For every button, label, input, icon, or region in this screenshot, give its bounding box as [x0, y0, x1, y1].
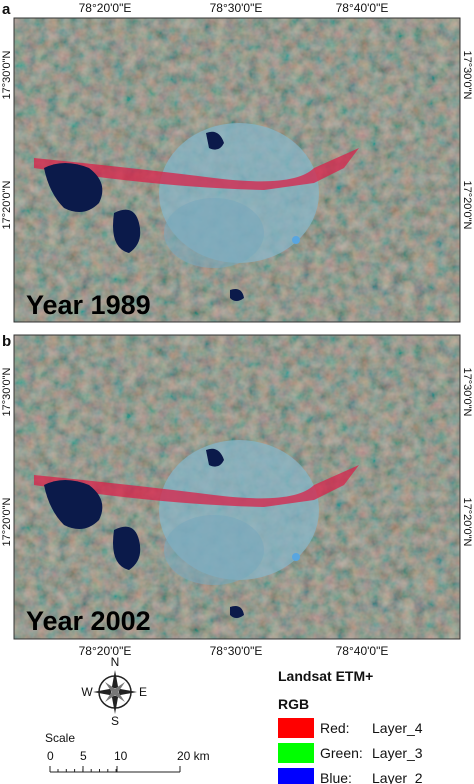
compass-n: N	[111, 655, 120, 669]
legend-band: Green:	[320, 745, 363, 761]
compass-star	[105, 682, 125, 702]
latitude-label: 17°20'0"N	[461, 498, 473, 547]
latitude-labels: 17°30'0"N 17°30'0"N 17°20'0"N 17°20'0"N 17°3…	[1, 50, 473, 546]
legend-swatch	[278, 718, 314, 738]
legend-band: Red:	[320, 720, 350, 736]
panel-frame	[13, 334, 461, 640]
scale-title: Scale	[45, 731, 75, 745]
legend-swatch	[278, 768, 314, 784]
latitude-label: 17°30'0"N	[461, 368, 473, 417]
compass-e: E	[139, 685, 147, 699]
latitude-label: 17°30'0"N	[1, 367, 13, 416]
legend-layer: Layer_3	[372, 745, 423, 761]
legend-title: Landsat ETM+	[278, 668, 373, 684]
scale-tick-label: 5	[80, 749, 87, 763]
panel-label: b	[2, 333, 11, 350]
latitude-label: 17°20'0"N	[461, 181, 473, 230]
legend: Red: Layer_4 Green: Layer_3 Blue: Layer_2	[278, 718, 423, 784]
latitude-label: 17°20'0"N	[1, 497, 13, 546]
legend-subtitle: RGB	[278, 696, 309, 712]
legend-band: Blue:	[320, 770, 352, 784]
satellite-image	[14, 335, 460, 639]
year-label: Year 2002	[26, 606, 151, 636]
panel-label: a	[2, 1, 11, 18]
legend-swatch	[278, 743, 314, 763]
latitude-label: 17°30'0"N	[1, 50, 13, 99]
legend-layer: Layer_4	[372, 720, 423, 736]
longitude-label: 78°30'0"E	[210, 1, 263, 15]
scale-bar: 0 5 10 20 km	[47, 749, 210, 773]
panel-frame	[13, 17, 461, 323]
compass-star	[93, 670, 137, 714]
longitude-label: 78°20'0"E	[79, 644, 132, 658]
longitude-labels: 78°20'0"E 78°20'0"E 78°30'0"E 78°30'0"E 78°4…	[79, 1, 389, 658]
satellite-image	[14, 18, 460, 322]
year-label: Year 1989	[26, 290, 151, 320]
legend-layer: Layer_2	[372, 770, 423, 784]
compass-w: W	[81, 685, 93, 699]
longitude-label: 78°40'0"E	[336, 1, 389, 15]
scale-tick-label: 20 km	[177, 749, 210, 763]
longitude-label: 78°30'0"E	[210, 644, 263, 658]
longitude-label: 78°40'0"E	[336, 644, 389, 658]
scale-tick-label: 10	[114, 749, 128, 763]
compass-s: S	[111, 714, 119, 728]
longitude-label: 78°20'0"E	[79, 1, 132, 15]
scale-tick-label: 0	[47, 749, 54, 763]
compass: N S E W	[81, 655, 147, 728]
latitude-label: 17°30'0"N	[461, 51, 473, 100]
latitude-label: 17°20'0"N	[1, 180, 13, 229]
